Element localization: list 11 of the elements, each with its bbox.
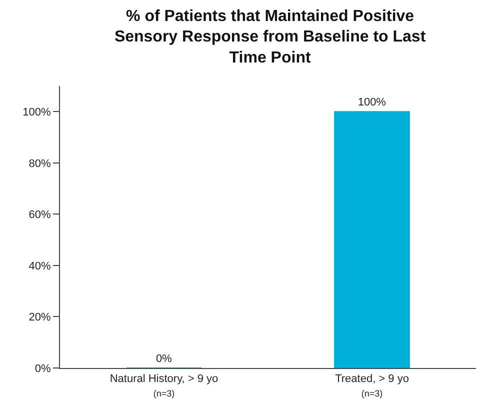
y-tick-label: 0% (34, 362, 52, 375)
y-tick-label: 100% (22, 106, 52, 118)
chart-title: % of Patients that Maintained Positive Sensory Response from Baseline to Last Time Point (114, 8, 426, 66)
data-label: 0% (156, 353, 172, 365)
x-tick-label: Natural History, > 9 yo (n=3) (110, 373, 218, 398)
y-tick-label: 60% (28, 209, 52, 222)
data-label: 100% (358, 96, 386, 109)
x-tick-label: Treated, > 9 yo (n=3) (335, 373, 409, 398)
y-tick-label: 20% (28, 312, 52, 324)
y-tick-label: 80% (28, 158, 52, 170)
y-tick-label: 40% (28, 260, 52, 272)
